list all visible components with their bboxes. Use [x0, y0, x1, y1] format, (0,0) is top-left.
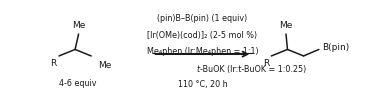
Text: Me: Me [72, 21, 85, 30]
Text: -BuOK (Ir:t-BuOK = 1:0.25): -BuOK (Ir:t-BuOK = 1:0.25) [200, 65, 306, 74]
Text: 4-6 equiv: 4-6 equiv [59, 79, 97, 88]
Text: R: R [263, 59, 270, 68]
Text: (pin)B–B(pin) (1 equiv): (pin)B–B(pin) (1 equiv) [157, 14, 248, 23]
Text: Me: Me [279, 21, 293, 30]
Text: R: R [51, 59, 57, 68]
Text: Me: Me [99, 61, 112, 70]
Text: B(pin): B(pin) [322, 43, 349, 52]
Text: t: t [197, 65, 200, 74]
Text: [Ir(OMe)(cod)]₂ (2-5 mol %): [Ir(OMe)(cod)]₂ (2-5 mol %) [147, 31, 257, 40]
Text: 110 °C, 20 h: 110 °C, 20 h [178, 80, 227, 89]
Text: Me₄phen (Ir:Me₄phen = 1:1): Me₄phen (Ir:Me₄phen = 1:1) [147, 47, 258, 56]
